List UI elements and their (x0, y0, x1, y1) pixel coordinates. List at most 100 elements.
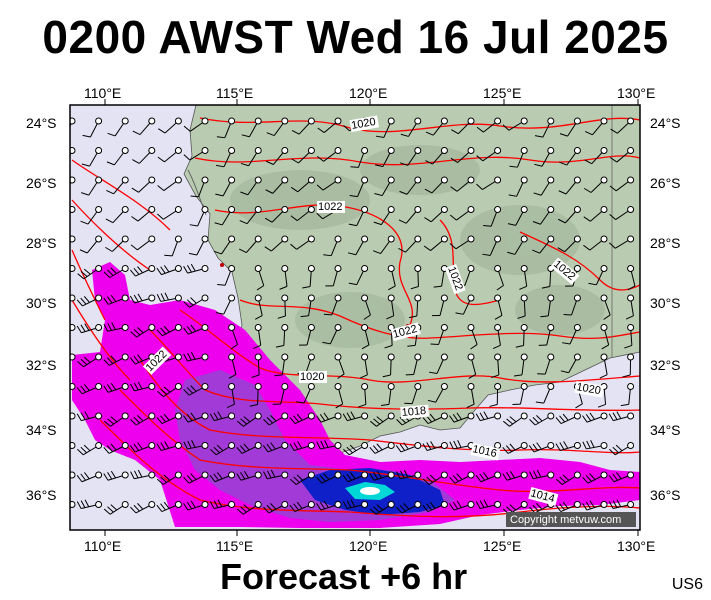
station-circle-icon (334, 235, 342, 243)
station-circle-icon (281, 235, 289, 243)
wind-barb-flag (240, 418, 248, 425)
station-circle-icon (547, 324, 555, 331)
wind-barb-icon (560, 534, 577, 538)
station-circle-icon (494, 324, 502, 331)
wind-barb-flag (422, 504, 429, 512)
wind-barb-flag (532, 470, 538, 479)
wind-barb-flag (256, 285, 265, 291)
station-circle-icon (573, 265, 581, 272)
wind-barb-flag (359, 374, 368, 379)
wind-barb-flag (262, 445, 269, 453)
wind-barb-flag (228, 374, 237, 379)
station-circle-icon (334, 353, 342, 361)
wind-barb-flag (107, 384, 113, 392)
wind-barb-flag (350, 499, 356, 508)
station-circle-icon (201, 147, 209, 154)
wind-barb-flag (156, 329, 163, 337)
lat-label: 30°S (26, 295, 57, 311)
wind-barb-flag (243, 504, 251, 511)
wind-barb-flag (80, 358, 88, 366)
wind-barb-flag (457, 534, 463, 539)
station-circle-icon (387, 294, 395, 302)
station-circle-icon (121, 235, 129, 243)
wind-barb-flag (277, 315, 286, 319)
station-circle-icon (362, 531, 368, 537)
station-circle-icon (174, 471, 182, 479)
wind-barb-flag (533, 192, 542, 196)
lat-label: 32°S (26, 357, 57, 373)
wind-barb-flag (183, 441, 188, 450)
wind-barb-flag (183, 415, 189, 423)
wind-barb-flag (83, 268, 91, 275)
wind-barb-flag (160, 388, 168, 395)
station-circle-icon (627, 235, 635, 243)
wind-barb-flag (83, 384, 90, 391)
wind-barb-flag (133, 355, 140, 363)
wind-barb-flag (58, 534, 64, 539)
wind-barb-flag (266, 504, 273, 512)
wind-barb-flag (532, 221, 541, 225)
wind-barb-flag (263, 471, 268, 479)
station-circle-icon (600, 176, 608, 184)
station-circle-icon (573, 471, 581, 479)
station-circle-icon (334, 117, 342, 125)
wind-barb-flag (324, 534, 330, 539)
wind-barb-flag (51, 503, 55, 510)
wind-barb-flag (137, 327, 144, 334)
wind-barb-flag (479, 412, 485, 420)
wind-barb-flag (376, 504, 384, 511)
station-circle-icon (95, 324, 103, 331)
wind-barb-flag (76, 413, 82, 421)
wind-barb-flag (350, 166, 359, 168)
station-circle-icon (228, 501, 236, 508)
station-circle-icon (467, 117, 475, 125)
wind-barb-flag (317, 156, 324, 162)
wind-barb-flag (506, 418, 514, 425)
wind-barb-flag (317, 127, 325, 133)
wind-barb-flag (479, 473, 485, 481)
wind-barb-flag (346, 412, 352, 420)
station-circle-icon (307, 294, 315, 302)
wind-barb-flag (559, 415, 566, 423)
station-circle-icon (121, 442, 129, 449)
wind-barb-flag (557, 247, 565, 253)
station-circle-icon (201, 324, 209, 331)
wind-barb-flag (241, 134, 250, 138)
wind-barb-flag (590, 534, 596, 539)
station-circle-icon (573, 176, 581, 184)
wind-barb-flag (236, 473, 242, 481)
wind-barb-flag (398, 247, 406, 253)
station-circle-icon (467, 383, 475, 390)
station-circle-icon (121, 471, 129, 479)
wind-barb-flag (361, 344, 370, 350)
wind-barb-flag (374, 193, 383, 197)
lat-label: 34°S (26, 422, 57, 438)
wind-barb-flag (425, 160, 433, 165)
wind-barb-flag (134, 532, 138, 539)
wind-barb-flag (190, 297, 197, 304)
wind-barb-flag (586, 537, 592, 542)
wind-barb-flag (161, 530, 165, 537)
station-circle-icon (601, 531, 607, 537)
wind-barb-flag (449, 415, 455, 423)
station-circle-icon (254, 294, 262, 302)
wind-barb-flag (373, 221, 382, 226)
wind-barb-flag (494, 315, 503, 320)
station-circle-icon (95, 206, 103, 213)
station-circle-icon (281, 294, 289, 302)
wind-barb-flag (509, 504, 517, 511)
wind-barb-flag (449, 503, 455, 511)
station-circle-icon (573, 324, 581, 331)
station-circle-icon (70, 235, 76, 243)
wind-barb-flag (58, 264, 62, 271)
station-circle-icon (148, 147, 156, 154)
station-circle-icon (148, 117, 156, 125)
wind-barb-flag (188, 252, 197, 256)
wind-barb-flag (103, 323, 109, 332)
wind-barb-flag (489, 404, 498, 407)
wind-barb-flag (558, 218, 566, 224)
wind-barb-flag (236, 447, 243, 454)
wind-barb-flag (453, 537, 459, 542)
wind-barb-flag (529, 533, 533, 540)
